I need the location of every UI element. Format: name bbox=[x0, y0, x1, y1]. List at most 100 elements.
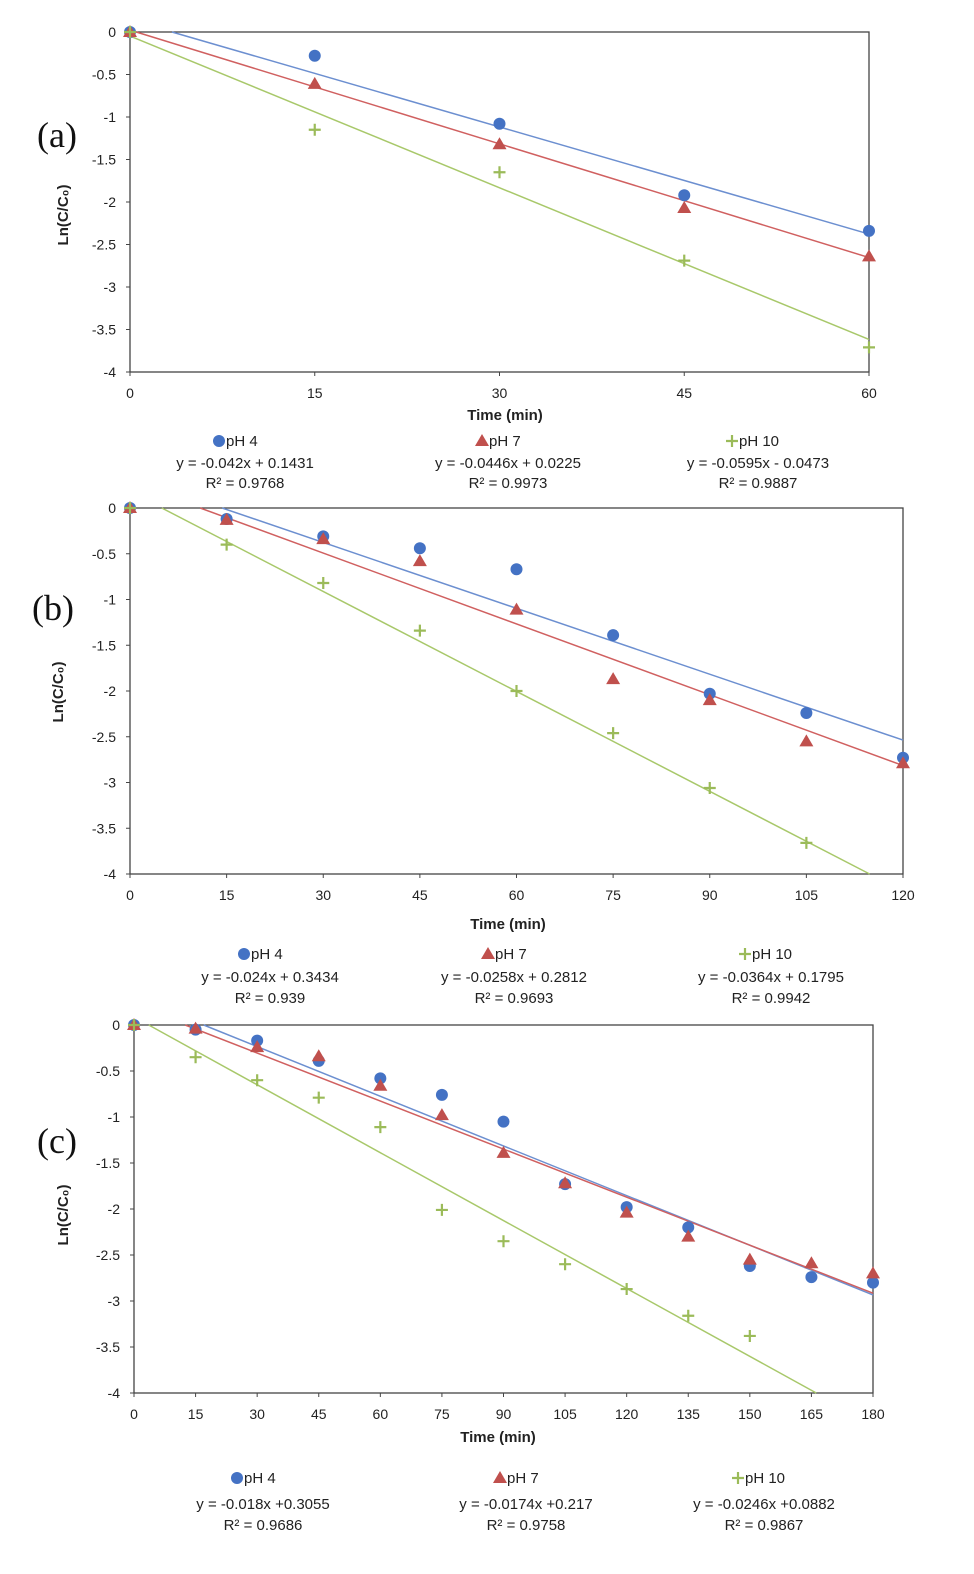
x-tick-label: 105 bbox=[795, 887, 819, 903]
r-squared: R² = 0.9887 bbox=[719, 475, 798, 492]
data-point-ph4 bbox=[308, 49, 321, 62]
x-tick-label: 30 bbox=[492, 385, 508, 401]
data-point-ph10 bbox=[607, 727, 620, 740]
x-tick-label: 0 bbox=[126, 385, 134, 401]
data-point-ph10 bbox=[308, 123, 321, 136]
data-point-ph4 bbox=[863, 224, 875, 237]
data-point-ph7 bbox=[799, 734, 814, 747]
data-point-ph7 bbox=[250, 1040, 265, 1053]
legend-series-name: pH 10 bbox=[739, 433, 779, 450]
x-tick-label: 45 bbox=[311, 1406, 327, 1422]
y-tick-label: -2.5 bbox=[92, 729, 116, 745]
y-tick-label: -2 bbox=[108, 1201, 121, 1217]
trendline-equation: y = -0.0595x - 0.0473 bbox=[687, 455, 829, 472]
data-point-ph7 bbox=[681, 1229, 696, 1242]
data-point-ph4 bbox=[607, 629, 620, 642]
legend-entry-ph10: pH 10 y = -0.0595x - 0.0473 R² = 0.9887 bbox=[687, 433, 829, 492]
trendline-equation: y = -0.018x +0.3055 bbox=[196, 1496, 329, 1513]
y-tick-label: -3 bbox=[108, 1293, 121, 1309]
legend-marker-triangle bbox=[493, 1471, 507, 1483]
x-axis-label: Time (min) bbox=[460, 1429, 536, 1446]
data-point-ph7 bbox=[307, 76, 322, 89]
y-tick-label: -0.5 bbox=[92, 67, 116, 83]
trendline-equation: y = -0.0364x + 0.1795 bbox=[698, 969, 844, 986]
panel-label: (c) bbox=[37, 1121, 77, 1161]
x-tick-label: 45 bbox=[412, 887, 428, 903]
data-point-ph7 bbox=[619, 1205, 634, 1218]
data-point-ph10 bbox=[124, 502, 136, 514]
y-tick-label: 0 bbox=[108, 24, 116, 40]
trendline-ph4 bbox=[221, 507, 904, 741]
trendline-equation: y = -0.0246x +0.0882 bbox=[693, 1496, 835, 1513]
data-point-ph4 bbox=[682, 1221, 695, 1234]
y-tick-label: -1.5 bbox=[96, 1155, 120, 1171]
legend-series-name: pH 7 bbox=[507, 1470, 539, 1487]
data-point-ph10 bbox=[312, 1091, 325, 1104]
data-point-ph10 bbox=[743, 1329, 756, 1342]
data-point-ph4 bbox=[510, 563, 523, 576]
y-tick-label: 0 bbox=[112, 1017, 120, 1033]
legend-entry-ph10: pH 10 y = -0.0246x +0.0882 R² = 0.9867 bbox=[693, 1470, 835, 1534]
y-tick-label: -4 bbox=[104, 364, 117, 380]
data-point-ph10 bbox=[703, 781, 716, 794]
x-tick-label: 15 bbox=[307, 385, 323, 401]
legend-marker-circle bbox=[238, 948, 250, 960]
x-tick-label: 45 bbox=[676, 385, 692, 401]
y-tick-label: -3.5 bbox=[96, 1339, 120, 1355]
data-point-ph10 bbox=[317, 577, 330, 590]
y-axis-label: Ln(C/C₀) bbox=[50, 662, 67, 723]
legend-marker-plus bbox=[739, 948, 751, 960]
data-point-ph10 bbox=[800, 836, 813, 849]
legend-entry-ph7: pH 7 y = -0.0446x + 0.0225 R² = 0.9973 bbox=[435, 433, 581, 492]
data-point-ph10 bbox=[497, 1235, 510, 1248]
trendline-equation: y = -0.042x + 0.1431 bbox=[176, 455, 314, 472]
y-tick-label: -2 bbox=[104, 194, 117, 210]
chart-panel-c: (c) 0 -0.5 -1 -1.5 -2 -2.5 -3 -3.5 -4 0 15 30 45 60 75 9… bbox=[37, 1017, 885, 1534]
r-squared: R² = 0.939 bbox=[235, 990, 305, 1007]
trendline-equation: y = -0.0446x + 0.0225 bbox=[435, 455, 581, 472]
legend-marker-triangle bbox=[481, 947, 495, 959]
legend-entry-ph4: pH 4 y = -0.024x + 0.3434 R² = 0.939 bbox=[201, 946, 339, 1007]
legend-series-name: pH 10 bbox=[752, 946, 792, 963]
data-point-ph10 bbox=[220, 538, 233, 551]
x-tick-label: 0 bbox=[126, 887, 134, 903]
data-point-ph7 bbox=[606, 672, 621, 685]
data-point-ph10 bbox=[559, 1258, 572, 1271]
legend-marker-circle bbox=[213, 435, 225, 447]
r-squared: R² = 0.9973 bbox=[469, 475, 548, 492]
x-tick-label: 105 bbox=[553, 1406, 577, 1422]
data-point-ph4 bbox=[374, 1072, 387, 1085]
data-point-ph10 bbox=[493, 166, 506, 179]
trendline-ph10 bbox=[129, 35, 870, 341]
data-point-ph7 bbox=[558, 1176, 573, 1189]
data-point-ph7 bbox=[434, 1108, 449, 1121]
x-tick-label: 30 bbox=[249, 1406, 265, 1422]
x-tick-label: 165 bbox=[800, 1406, 824, 1422]
data-point-ph10 bbox=[682, 1309, 695, 1322]
legend-marker-circle bbox=[231, 1472, 243, 1484]
legend-marker-plus bbox=[726, 435, 738, 447]
data-point-ph7 bbox=[896, 756, 910, 769]
data-point-ph4 bbox=[435, 1088, 448, 1101]
x-tick-label: 60 bbox=[373, 1406, 389, 1422]
x-tick-label: 15 bbox=[219, 887, 235, 903]
data-point-ph10 bbox=[124, 26, 136, 38]
legend-marker-plus bbox=[732, 1472, 744, 1484]
legend-series-name: pH 4 bbox=[226, 433, 258, 450]
data-point-ph10 bbox=[510, 685, 523, 697]
x-tick-label: 15 bbox=[188, 1406, 204, 1422]
r-squared: R² = 0.9686 bbox=[224, 1517, 303, 1534]
panel-label: (a) bbox=[37, 115, 77, 155]
legend-entry-ph7: pH 7 y = -0.0174x +0.217 R² = 0.9758 bbox=[459, 1470, 592, 1534]
data-point-ph10 bbox=[413, 624, 426, 637]
y-tick-label: -0.5 bbox=[96, 1063, 120, 1079]
data-point-ph4 bbox=[805, 1271, 818, 1284]
x-tick-label: 0 bbox=[130, 1406, 138, 1422]
data-point-ph7 bbox=[866, 1266, 880, 1279]
data-point-ph7 bbox=[742, 1252, 757, 1265]
data-point-ph7 bbox=[702, 693, 717, 706]
y-tick-label: -4 bbox=[108, 1385, 121, 1401]
data-point-ph10 bbox=[251, 1074, 264, 1087]
trendline-equation: y = -0.0174x +0.217 bbox=[459, 1496, 592, 1513]
